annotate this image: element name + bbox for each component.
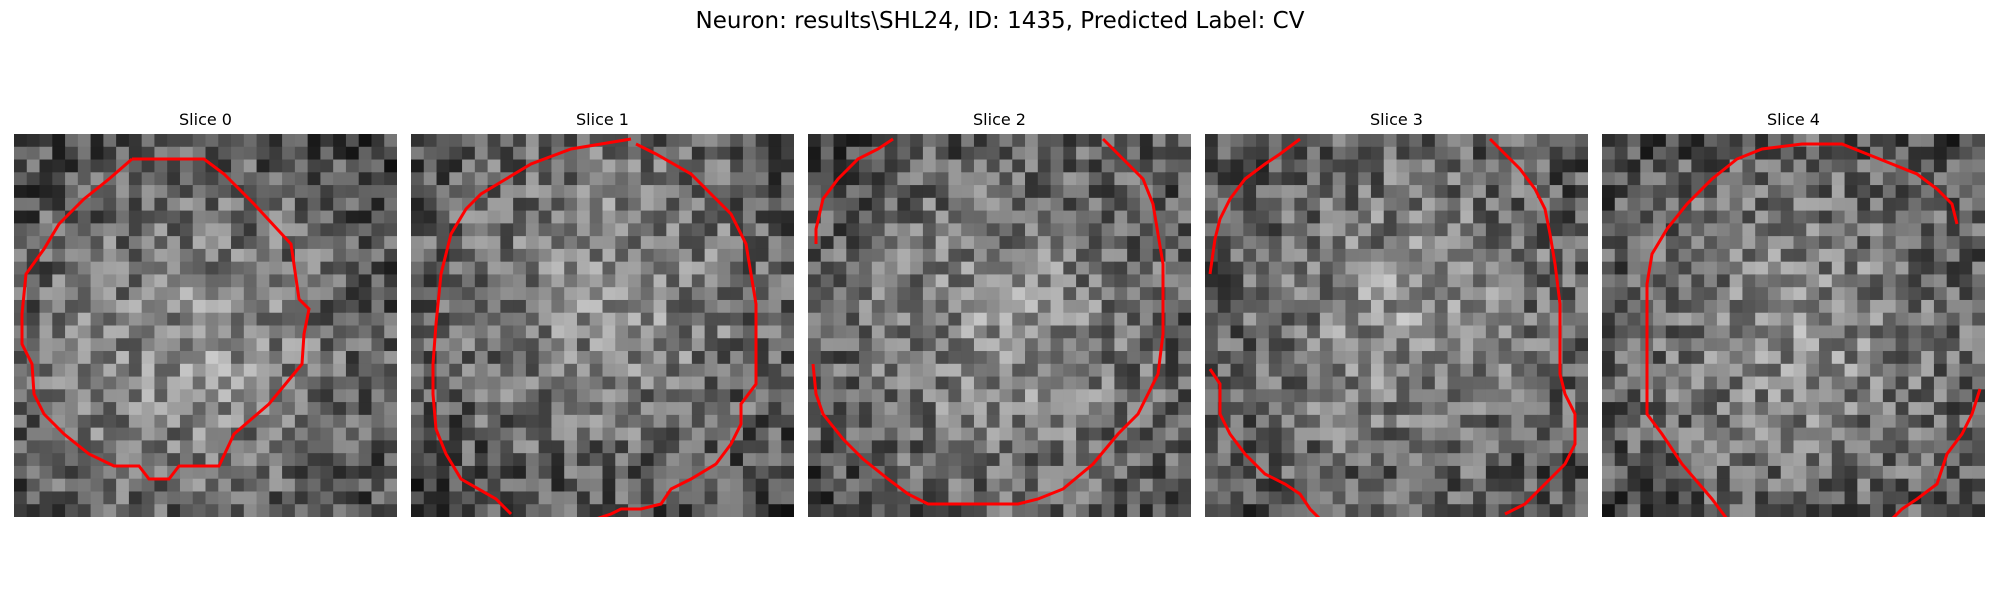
roi-contour <box>1891 388 1982 517</box>
grayscale-pixel-grid <box>1205 134 1588 517</box>
roi-contour <box>1208 368 1321 517</box>
grayscale-pixel-grid <box>411 134 794 517</box>
figure-title: Neuron: results\SHL24, ID: 1435, Predict… <box>695 8 1305 34</box>
roi-contour <box>814 137 894 244</box>
panel-title-slice-0: Slice 0 <box>179 110 232 129</box>
panel-title-slice-4: Slice 4 <box>1767 110 1820 129</box>
slice-image-1 <box>411 134 794 517</box>
grayscale-pixel-grid <box>14 134 397 517</box>
slice-image-4 <box>1602 134 1985 517</box>
panel-title-slice-1: Slice 1 <box>576 110 629 129</box>
roi-contour <box>1645 142 1959 517</box>
roi-contour <box>1208 137 1301 275</box>
roi-contour <box>811 137 1165 506</box>
panel-title-slice-2: Slice 2 <box>973 110 1026 129</box>
panel-title-slice-3: Slice 3 <box>1370 110 1423 129</box>
slice-image-0 <box>14 134 397 517</box>
slice-image-3 <box>1205 134 1588 517</box>
roi-contour <box>1488 137 1577 516</box>
roi-contour <box>20 157 311 481</box>
roi-contour <box>431 137 632 516</box>
slice-image-2 <box>808 134 1191 517</box>
grayscale-pixel-grid <box>1602 134 1985 517</box>
grayscale-pixel-grid <box>808 134 1191 517</box>
roi-contour <box>597 142 758 517</box>
